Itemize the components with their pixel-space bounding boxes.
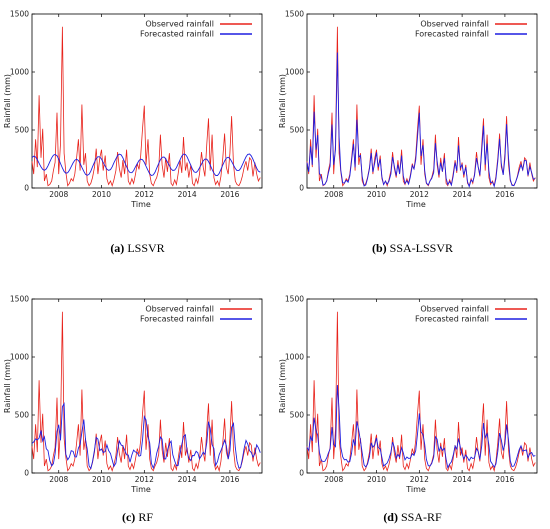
plot-frame-c [31,298,263,474]
caption-label-c: RF [138,510,153,524]
x-tick-label-b-1: 2010 [367,190,386,199]
y-tick-label-b-3: 1500 [285,10,304,19]
x-tick-label-d-1: 2010 [367,475,386,484]
legend-label-a-0: Observed rainfall [145,20,214,29]
x-tick-label-d-0: 2008 [324,475,343,484]
caption-d: (d) SSA-RF [275,510,550,525]
x-axis-label-a: Time [130,200,151,209]
y-tick-label-d-0: 0 [299,469,304,478]
x-axis-label-c: Time [130,485,151,494]
plot-frame-d [306,298,538,474]
series-observed-line-d [306,311,536,473]
y-tick-label-d-1: 500 [290,411,305,420]
y-axis-label-d: Rainfall (mm) [278,359,287,413]
x-tick-label-a-1: 2010 [92,190,111,199]
series-forecast-line-d [306,384,536,470]
series-observed-line-c [31,311,261,473]
caption-letter-d: (d) [383,510,398,524]
legend-label-b-0: Observed rainfall [420,20,489,29]
y-tick-label-c-0: 0 [24,469,29,478]
y-tick-label-a-3: 1500 [10,10,29,19]
plot-frame-b [306,13,538,189]
x-tick-label-a-0: 2008 [49,190,68,199]
x-tick-label-b-3: 2014 [453,190,472,199]
x-tick-label-c-3: 2014 [178,475,197,484]
y-tick-label-a-2: 1000 [10,68,29,77]
y-tick-label-c-1: 500 [15,411,30,420]
legend-label-b-1: Forecasted rainfall [415,30,489,39]
legend-label-d-0: Observed rainfall [420,305,489,314]
chart-svg-b: 0 500 1000 1500 2008 2010 2012 2014 2016 Time Rain… [278,10,538,209]
y-tick-label-a-0: 0 [24,184,29,193]
series-observed-line-a [31,26,261,188]
caption-b: (b) SSA-LSSVR [275,241,550,256]
series-forecast-line-a [31,153,261,177]
x-axis-label-b: Time [405,200,426,209]
caption-letter-b: (b) [371,241,387,255]
chart-svg-c: 0 500 1000 1500 2008 2010 2012 2014 2016 Time Rain… [3,295,263,494]
x-axis-label-d: Time [405,485,426,494]
y-axis-label-c: Rainfall (mm) [3,359,12,413]
x-tick-label-d-2: 2012 [410,475,429,484]
y-axis-label-a: Rainfall (mm) [3,74,12,128]
x-tick-label-a-3: 2014 [178,190,197,199]
x-tick-label-b-2: 2012 [410,190,429,199]
x-tick-label-c-4: 2016 [220,475,239,484]
plot-frame-a [31,13,263,189]
x-tick-label-a-2: 2012 [135,190,154,199]
x-tick-label-b-0: 2008 [324,190,343,199]
legend-label-a-1: Forecasted rainfall [140,30,214,39]
legend-label-d-1: Forecasted rainfall [415,315,489,324]
caption-letter-c: (c) [121,510,136,524]
legend-label-c-1: Forecasted rainfall [140,315,214,324]
y-axis-label-b: Rainfall (mm) [278,74,287,128]
chart-panel-c: 0 500 1000 1500 2008 2010 2012 2014 2016 Time Rain… [0,285,275,494]
x-tick-label-b-4: 2016 [495,190,514,199]
chart-panel-a: 0 500 1000 1500 2008 2010 2012 2014 2016 Time Rain… [0,0,275,209]
chart-panel-d: 0 500 1000 1500 2008 2010 2012 2014 2016 Time Rain… [275,285,550,494]
x-tick-label-c-2: 2012 [135,475,154,484]
y-tick-label-a-1: 500 [15,126,30,135]
series-forecast-line-c [31,402,261,470]
caption-label-a: LSSVR [127,241,165,255]
x-tick-label-a-4: 2016 [220,190,239,199]
chart-svg-d: 0 500 1000 1500 2008 2010 2012 2014 2016 Time Rain… [278,295,538,494]
caption-a: (a) LSSVR [0,241,275,256]
x-tick-label-d-3: 2014 [453,475,472,484]
y-tick-label-b-2: 1000 [285,68,304,77]
y-tick-label-d-3: 1500 [285,295,304,304]
series-forecast-line-b [306,52,536,188]
x-tick-label-c-1: 2010 [92,475,111,484]
legend-label-c-0: Observed rainfall [145,305,214,314]
y-tick-label-d-2: 1000 [285,353,304,362]
x-tick-label-d-4: 2016 [495,475,514,484]
y-tick-label-c-2: 1000 [10,353,29,362]
caption-label-b: SSA-LSSVR [389,241,454,255]
caption-label-d: SSA-RF [400,510,442,524]
y-tick-label-b-1: 500 [290,126,305,135]
x-tick-label-c-0: 2008 [49,475,68,484]
chart-panel-b: 0 500 1000 1500 2008 2010 2012 2014 2016 Time Rain… [275,0,550,209]
y-tick-label-c-3: 1500 [10,295,29,304]
caption-c: (c) RF [0,510,275,525]
y-tick-label-b-0: 0 [299,184,304,193]
chart-svg-a: 0 500 1000 1500 2008 2010 2012 2014 2016 Time Rain… [3,10,263,209]
caption-letter-a: (a) [110,241,125,255]
